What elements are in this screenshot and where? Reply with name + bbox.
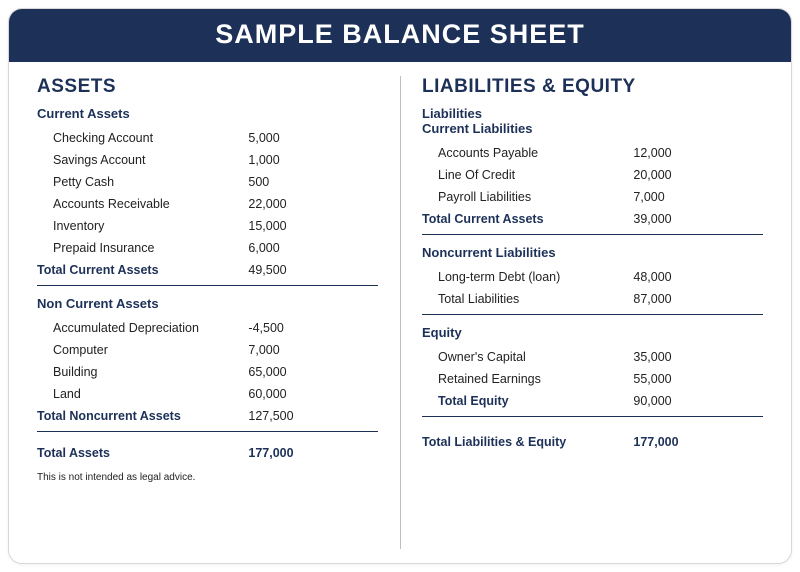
- total-label: Total Current Assets: [422, 212, 633, 226]
- balance-sheet-card: SAMPLE BALANCE SHEET ASSETS Current Asse…: [8, 8, 792, 564]
- item-label: Computer: [37, 343, 248, 357]
- total-noncurrent-assets: Total Noncurrent Assets127,500: [37, 405, 378, 427]
- total-liabilities-equity: Total Liabilities & Equity177,000: [422, 431, 763, 453]
- item-label: Long-term Debt (loan): [422, 270, 633, 284]
- line-item: Prepaid Insurance6,000: [37, 237, 378, 259]
- line-item: Total Liabilities87,000: [422, 288, 763, 310]
- liabilities-equity-column: LIABILITIES & EQUITY Liabilities Current…: [400, 76, 769, 557]
- total-current-assets: Total Current Assets49,500: [37, 259, 378, 281]
- total-equity: Total Equity90,000: [422, 390, 763, 412]
- item-label: Land: [37, 387, 248, 401]
- item-label: Payroll Liabilities: [422, 190, 633, 204]
- line-item: Retained Earnings55,000: [422, 368, 763, 390]
- separator: [422, 234, 763, 235]
- item-label: Petty Cash: [37, 175, 248, 189]
- assets-column: ASSETS Current Assets Checking Account5,…: [31, 76, 400, 557]
- item-value: 87,000: [633, 292, 763, 306]
- line-item: Building65,000: [37, 361, 378, 383]
- item-value: 60,000: [248, 387, 378, 401]
- noncurrent-assets-heading: Non Current Assets: [37, 296, 378, 311]
- total-value: 39,000: [633, 212, 763, 226]
- item-label: Owner's Capital: [422, 350, 633, 364]
- line-item: Accounts Receivable22,000: [37, 193, 378, 215]
- item-label: Checking Account: [37, 131, 248, 145]
- total-label: Total Current Assets: [37, 263, 248, 277]
- item-label: Line Of Credit: [422, 168, 633, 182]
- sheet-content: ASSETS Current Assets Checking Account5,…: [9, 62, 791, 563]
- line-item: Petty Cash500: [37, 171, 378, 193]
- total-label: Total Noncurrent Assets: [37, 409, 248, 423]
- line-item: Inventory15,000: [37, 215, 378, 237]
- line-item: Savings Account1,000: [37, 149, 378, 171]
- item-value: 65,000: [248, 365, 378, 379]
- item-value: 35,000: [633, 350, 763, 364]
- item-value: 6,000: [248, 241, 378, 255]
- item-value: 20,000: [633, 168, 763, 182]
- assets-heading: ASSETS: [37, 76, 378, 98]
- item-value: 48,000: [633, 270, 763, 284]
- item-label: Retained Earnings: [422, 372, 633, 386]
- total-value: 49,500: [248, 263, 378, 277]
- current-liabilities-heading: Current Liabilities: [422, 121, 763, 136]
- footnote: This is not intended as legal advice.: [37, 472, 378, 483]
- item-value: 1,000: [248, 153, 378, 167]
- line-item: Checking Account5,000: [37, 127, 378, 149]
- item-value: -4,500: [248, 321, 378, 335]
- separator: [422, 416, 763, 417]
- item-label: Accounts Receivable: [37, 197, 248, 211]
- noncurrent-liabilities-heading: Noncurrent Liabilities: [422, 245, 763, 260]
- separator: [37, 431, 378, 432]
- item-label: Accumulated Depreciation: [37, 321, 248, 335]
- separator: [422, 314, 763, 315]
- line-item: Payroll Liabilities7,000: [422, 186, 763, 208]
- item-label: Building: [37, 365, 248, 379]
- total-value: 177,000: [248, 446, 378, 460]
- line-item: Accumulated Depreciation-4,500: [37, 317, 378, 339]
- total-label: Total Liabilities & Equity: [422, 435, 633, 449]
- total-value: 127,500: [248, 409, 378, 423]
- equity-heading: Equity: [422, 325, 763, 340]
- total-label: Total Assets: [37, 446, 248, 460]
- item-label: Accounts Payable: [422, 146, 633, 160]
- item-label: Total Liabilities: [422, 292, 633, 306]
- total-value: 177,000: [633, 435, 763, 449]
- total-current-liabilities: Total Current Assets39,000: [422, 208, 763, 230]
- line-item: Computer7,000: [37, 339, 378, 361]
- sheet-title: SAMPLE BALANCE SHEET: [9, 9, 791, 62]
- item-label: Savings Account: [37, 153, 248, 167]
- liabilities-equity-heading: LIABILITIES & EQUITY: [422, 76, 763, 98]
- item-value: 12,000: [633, 146, 763, 160]
- item-label: Inventory: [37, 219, 248, 233]
- line-item: Long-term Debt (loan)48,000: [422, 266, 763, 288]
- liabilities-heading: Liabilities: [422, 106, 763, 121]
- separator: [37, 285, 378, 286]
- current-assets-heading: Current Assets: [37, 106, 378, 121]
- item-value: 7,000: [633, 190, 763, 204]
- item-label: Prepaid Insurance: [37, 241, 248, 255]
- line-item: Land60,000: [37, 383, 378, 405]
- item-value: 55,000: [633, 372, 763, 386]
- total-value: 90,000: [633, 394, 763, 408]
- item-value: 15,000: [248, 219, 378, 233]
- line-item: Line Of Credit20,000: [422, 164, 763, 186]
- column-divider: [400, 76, 401, 549]
- line-item: Accounts Payable12,000: [422, 142, 763, 164]
- item-value: 5,000: [248, 131, 378, 145]
- total-assets: Total Assets177,000: [37, 442, 378, 464]
- item-value: 7,000: [248, 343, 378, 357]
- item-value: 500: [248, 175, 378, 189]
- line-item: Owner's Capital35,000: [422, 346, 763, 368]
- item-value: 22,000: [248, 197, 378, 211]
- total-label: Total Equity: [422, 394, 633, 408]
